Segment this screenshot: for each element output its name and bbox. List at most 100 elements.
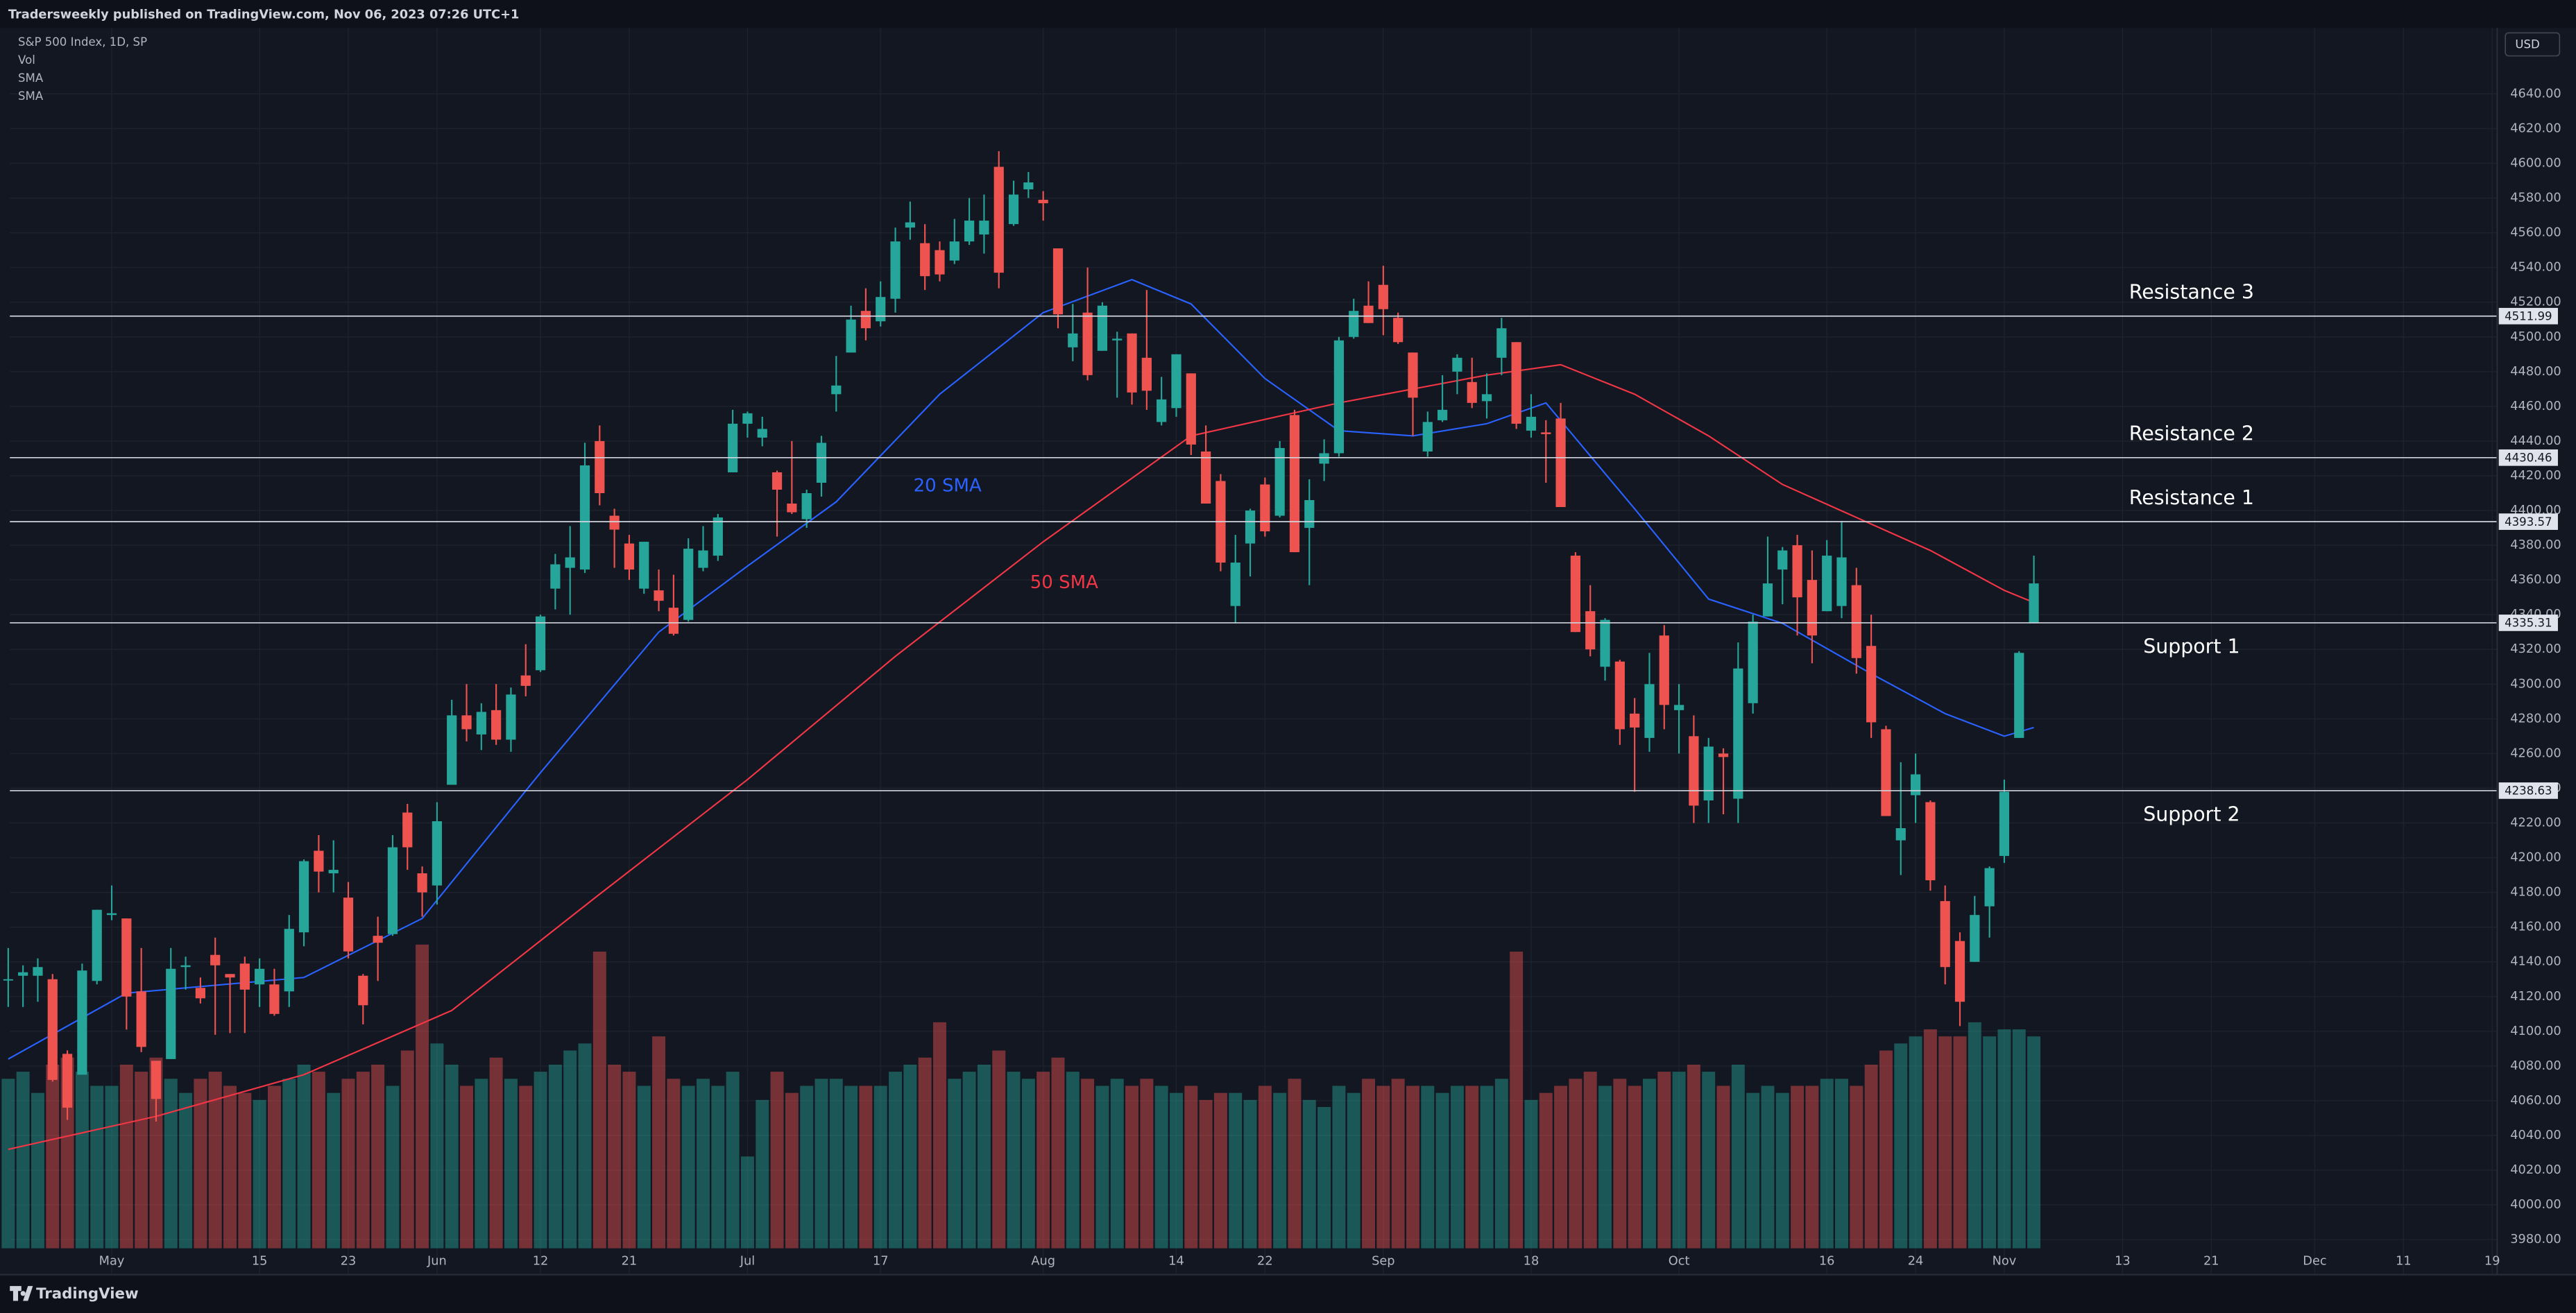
- candle-body: [343, 898, 354, 952]
- candle-body: [1792, 545, 1802, 598]
- volume-bar: [1583, 1072, 1597, 1248]
- volume-bar: [608, 1064, 622, 1248]
- candle-body: [935, 250, 945, 275]
- candle-body: [890, 241, 901, 299]
- candle-body: [654, 590, 664, 601]
- candle-body: [33, 967, 43, 976]
- volume-bar: [135, 1072, 148, 1248]
- volume-bar: [918, 1057, 932, 1248]
- volume-bar: [1716, 1085, 1730, 1248]
- candle-body: [1836, 557, 1847, 606]
- candle-body: [1970, 915, 1980, 962]
- candle-body: [609, 515, 620, 530]
- candle-body: [1157, 399, 1167, 422]
- candle-body: [1644, 684, 1655, 738]
- candle-body: [1984, 868, 1995, 907]
- currency-box[interactable]: [2505, 32, 2561, 57]
- level-price-tag: [2498, 513, 2558, 530]
- candle-body: [1127, 333, 1137, 393]
- x-tick-label: 21: [2203, 1255, 2219, 1269]
- candle-body: [1940, 901, 1950, 968]
- candle-body: [1008, 194, 1019, 225]
- volume-bar: [1494, 1079, 1508, 1248]
- volume-bar: [1199, 1099, 1213, 1248]
- candle-body: [2029, 583, 2039, 624]
- x-tick-label: 23: [341, 1255, 357, 1269]
- candle-body: [1511, 342, 1521, 424]
- volume-bar: [844, 1085, 858, 1248]
- candle-body: [1200, 451, 1211, 504]
- volume-bar: [1, 1079, 15, 1248]
- candle-body: [535, 616, 546, 671]
- candle-body: [668, 608, 679, 634]
- candle-body: [1112, 338, 1123, 341]
- x-tick-label: Dec: [2303, 1255, 2326, 1269]
- y-tick-label: 4040.00: [2510, 1129, 2561, 1142]
- y-tick-label: 4480.00: [2510, 365, 2561, 379]
- candle-body: [269, 984, 280, 1014]
- y-tick-label: 4140.00: [2510, 955, 2561, 969]
- volume-bar: [800, 1085, 814, 1248]
- x-tick-label: Jun: [427, 1255, 447, 1269]
- y-tick-label: 4060.00: [2510, 1094, 2561, 1108]
- volume-bar: [1761, 1085, 1775, 1248]
- candle-body: [860, 311, 871, 329]
- x-tick-label: Nov: [1993, 1255, 2017, 1269]
- candle-body: [387, 847, 398, 934]
- candle-body: [1260, 484, 1270, 532]
- candle-body: [3, 979, 13, 981]
- candle-body: [447, 715, 457, 785]
- candle-body: [1304, 500, 1315, 529]
- volume-bar: [371, 1064, 385, 1248]
- volume-bar: [1791, 1085, 1805, 1248]
- y-tick-label: 4620.00: [2510, 121, 2561, 135]
- candle-body: [1954, 941, 1965, 1002]
- level-name: Support 1: [2143, 635, 2240, 658]
- volume-bar: [1524, 1099, 1538, 1248]
- candle-body: [1673, 705, 1684, 710]
- volume-bar: [1406, 1085, 1419, 1248]
- candle-body: [595, 440, 605, 494]
- y-tick-label: 4080.00: [2510, 1059, 2561, 1073]
- volume-bar: [1095, 1085, 1109, 1248]
- candle-body: [1171, 354, 1182, 409]
- volume-bar: [208, 1072, 222, 1248]
- candle-body: [1925, 802, 1936, 881]
- candle-body: [92, 909, 102, 981]
- volume-bar: [1066, 1072, 1080, 1248]
- y-tick-label: 4180.00: [2510, 886, 2561, 900]
- candle-body: [166, 968, 176, 1059]
- candle-body: [1097, 305, 1108, 351]
- volume-bar: [1983, 1036, 1997, 1248]
- volume-bar: [1081, 1079, 1095, 1248]
- volume-bar: [740, 1156, 754, 1248]
- volume-bar: [267, 1085, 281, 1248]
- volume-bar: [1642, 1079, 1656, 1248]
- level-price-tag: [2498, 782, 2558, 799]
- volume-bar: [475, 1079, 488, 1248]
- y-tick-label: 4600.00: [2510, 156, 2561, 170]
- candle-body: [1141, 357, 1152, 391]
- volume-bar: [873, 1085, 887, 1248]
- candle-body: [787, 504, 797, 513]
- volume-bar: [400, 1050, 414, 1248]
- volume-bar: [933, 1022, 946, 1248]
- level-price: 4238.63: [2505, 784, 2552, 798]
- candle-body: [1452, 357, 1462, 372]
- footer-brand: TradingView: [36, 1285, 139, 1303]
- plot-area: Resistance 3 Resistance 2 Resistance 1 Supp…: [1, 28, 2498, 1275]
- x-tick-label: 24: [1908, 1255, 1924, 1269]
- volume-bar: [1007, 1072, 1021, 1248]
- volume-bar: [829, 1079, 843, 1248]
- volume-bar: [416, 944, 429, 1248]
- candle-body: [476, 712, 486, 735]
- volume-bar: [1170, 1092, 1183, 1248]
- volume-bar: [681, 1085, 695, 1248]
- volume-bar: [1037, 1072, 1050, 1248]
- volume-bar: [1051, 1057, 1065, 1248]
- volume-bar: [1465, 1085, 1479, 1248]
- volume-bar: [149, 1057, 163, 1248]
- candle-body: [1186, 373, 1196, 445]
- volume-bar: [1510, 952, 1524, 1248]
- volume-bar: [90, 1085, 104, 1248]
